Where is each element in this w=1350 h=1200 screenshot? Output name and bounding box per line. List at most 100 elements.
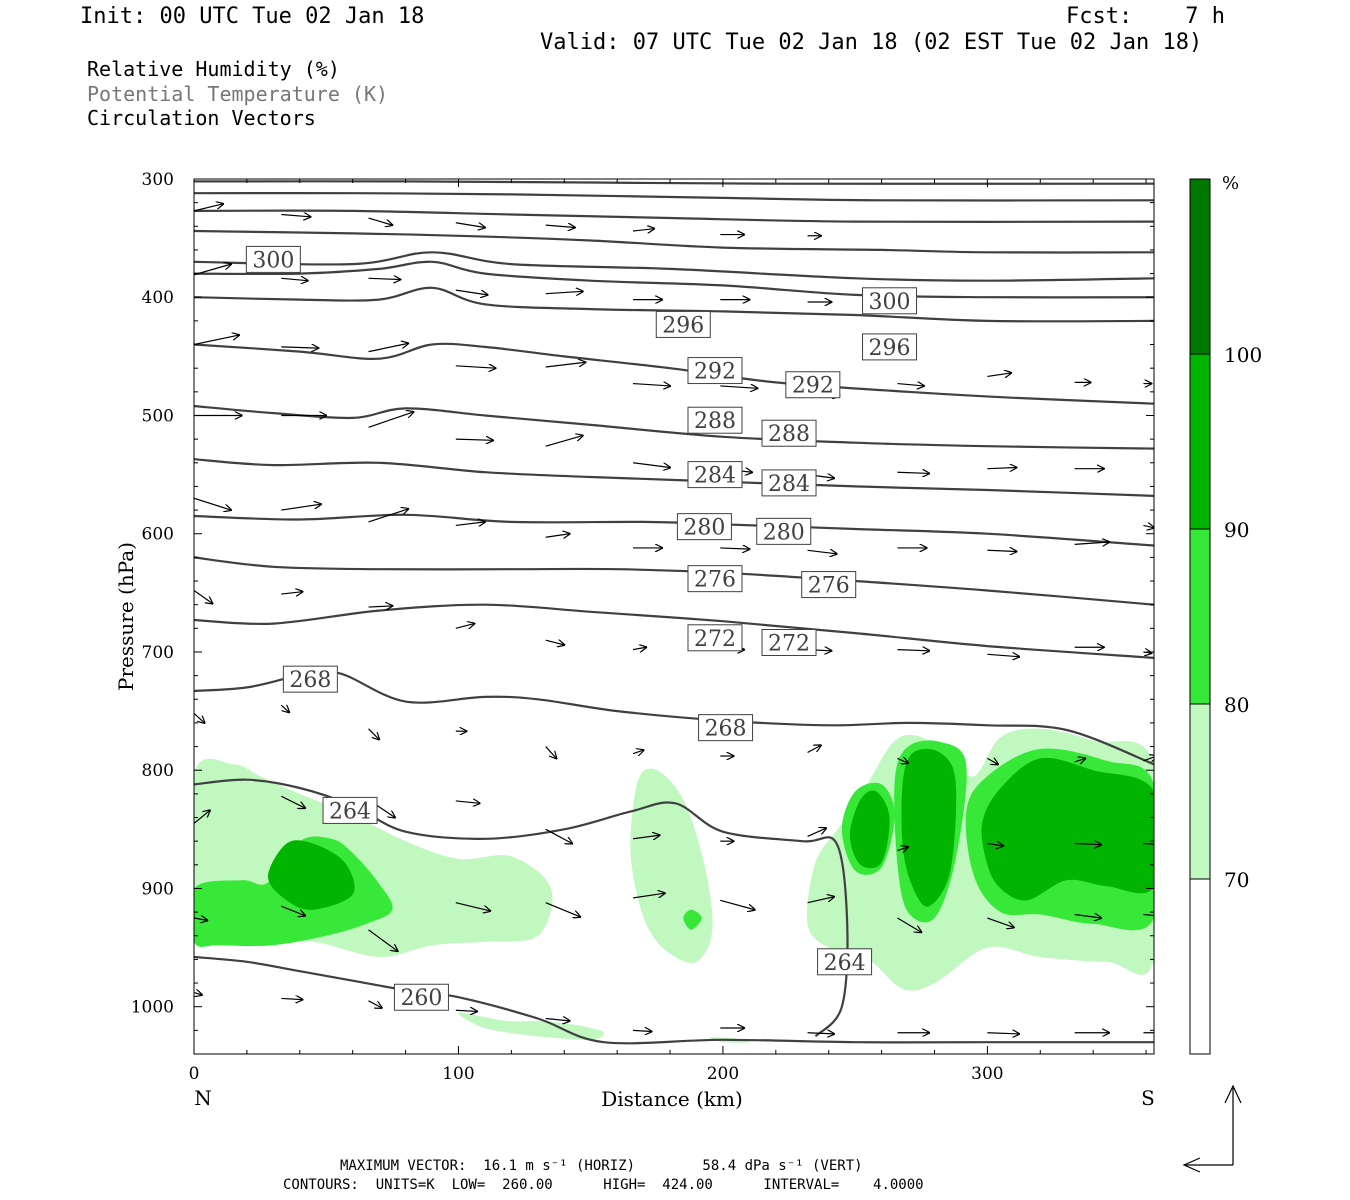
circulation-vector <box>720 548 749 549</box>
circulation-vector <box>368 412 414 428</box>
field-label-rh: Relative Humidity (%) <box>87 57 340 81</box>
rh-region-90 <box>268 840 355 910</box>
theta-label-288: 288 <box>761 419 817 447</box>
circulation-vector <box>194 589 213 603</box>
theta-label-text: 260 <box>400 986 442 1011</box>
circulation-vector <box>281 347 318 348</box>
circulation-vector <box>455 522 485 526</box>
circulation-vector <box>1143 652 1151 653</box>
y-axis-label: Pressure (hPa) <box>114 542 138 691</box>
theta-label-box <box>687 461 743 489</box>
theta-label-288: 288 <box>687 406 743 434</box>
circulation-vector <box>1143 842 1154 845</box>
theta-label-292: 292 <box>785 371 841 399</box>
field-label-vectors: Circulation Vectors <box>87 106 316 130</box>
circulation-vector <box>455 624 475 629</box>
theta-label-292: 292 <box>687 357 743 385</box>
theta-contour-272 <box>194 603 1154 659</box>
theta-label-box <box>761 419 817 447</box>
theta-contour-288 <box>194 404 1154 450</box>
circulation-vector <box>987 917 1013 927</box>
theta-contour-292 <box>194 342 1154 405</box>
y-tick-label: 1000 <box>131 998 174 1018</box>
theta-label-box <box>687 406 743 434</box>
colorbar-bin <box>1190 354 1210 529</box>
theta-label-box <box>817 948 873 976</box>
theta-label-box <box>322 796 378 824</box>
theta-contour-312 <box>194 209 1154 223</box>
x-tick-label: 200 <box>707 1064 739 1084</box>
theta-label-box <box>676 513 732 541</box>
theta-label-text: 280 <box>683 516 725 541</box>
theta-contour-labels: 300 296 300 296 292 292 288 288 284 284 280 280 276 2… <box>245 245 918 1011</box>
theta-contour-280 <box>194 513 1154 547</box>
theta-label-box <box>687 565 743 593</box>
circulation-vector <box>194 264 231 276</box>
circulation-vector <box>807 550 837 554</box>
circulation-vector <box>194 335 239 346</box>
theta-contour-308 <box>194 229 1154 254</box>
colorbar-bin <box>1190 529 1210 704</box>
y-tick-label: 600 <box>142 525 174 545</box>
theta-label-text: 284 <box>768 472 810 497</box>
theta-label-268: 268 <box>282 665 338 693</box>
colorbar-bin <box>1190 879 1210 1054</box>
rh-region-90 <box>849 790 890 869</box>
axes: 300 400 500 600 700 800 900 1000 0 100 200 300 Dista… <box>114 170 1155 1111</box>
circulation-vector <box>807 828 827 837</box>
max-vector-note: MAXIMUM VECTOR: 16.1 m s⁻¹ (HORIZ) 58.4 … <box>340 1158 863 1174</box>
theta-contour-320 <box>194 180 1154 185</box>
circulation-vector <box>281 592 302 594</box>
colorbar-level-label: 100 <box>1224 343 1262 367</box>
circulation-vector <box>545 902 580 917</box>
circulation-vector <box>632 750 644 754</box>
rh-shading <box>194 728 1154 1043</box>
circulation-vector <box>807 745 821 754</box>
rh-region-80 <box>683 909 702 930</box>
circulation-vector <box>368 509 409 523</box>
theta-label-text: 268 <box>705 717 747 742</box>
theta-contour-300 <box>194 260 1154 299</box>
theta-label-276: 276 <box>801 571 857 599</box>
circulation-vector <box>281 905 305 915</box>
circulation-vector <box>281 795 305 808</box>
forecast-hour: Fcst: 7 h <box>1066 4 1225 29</box>
circulation-vector <box>455 902 490 911</box>
circulation-vector <box>987 1033 1019 1034</box>
circulation-vector <box>632 835 659 839</box>
theta-contour-316 <box>194 192 1154 202</box>
circulation-vector <box>720 899 754 909</box>
circulation-vector <box>545 291 583 293</box>
circulation-vector <box>281 998 302 999</box>
circulation-vector <box>1143 913 1154 917</box>
y-tick-label: 300 <box>142 170 174 190</box>
theta-label-box <box>282 665 338 693</box>
circulation-vector <box>632 384 670 386</box>
theta-label-box <box>761 469 817 497</box>
theta-contour-264 <box>194 778 849 1038</box>
theta-label-box <box>687 357 743 385</box>
circulation-vector <box>455 366 496 368</box>
y-tick-label: 900 <box>142 879 174 899</box>
circulation-vector <box>987 373 1011 377</box>
theta-label-box <box>862 287 918 315</box>
theta-label-text: 272 <box>768 632 810 657</box>
y-tick-label: 500 <box>142 406 174 426</box>
circulation-vector <box>368 929 398 951</box>
theta-label-300: 300 <box>245 245 301 273</box>
theta-label-text: 284 <box>694 464 736 489</box>
y-tick-label: 700 <box>142 643 174 663</box>
theta-label-box <box>698 714 754 742</box>
x-tick-label: 300 <box>971 1064 1003 1084</box>
circulation-vector <box>368 728 380 740</box>
theta-label-text: 280 <box>763 520 805 545</box>
theta-label-text: 264 <box>824 951 866 976</box>
circulation-vector <box>987 550 1016 551</box>
circulation-vector <box>455 439 493 440</box>
circulation-vector <box>632 462 670 468</box>
colorbar: 70 80 90 100% <box>1189 173 1262 1055</box>
colorbar-bin <box>1190 179 1210 354</box>
theta-label-text: 264 <box>329 799 371 824</box>
circulation-vector <box>987 654 1019 656</box>
theta-label-text: 300 <box>869 290 911 315</box>
